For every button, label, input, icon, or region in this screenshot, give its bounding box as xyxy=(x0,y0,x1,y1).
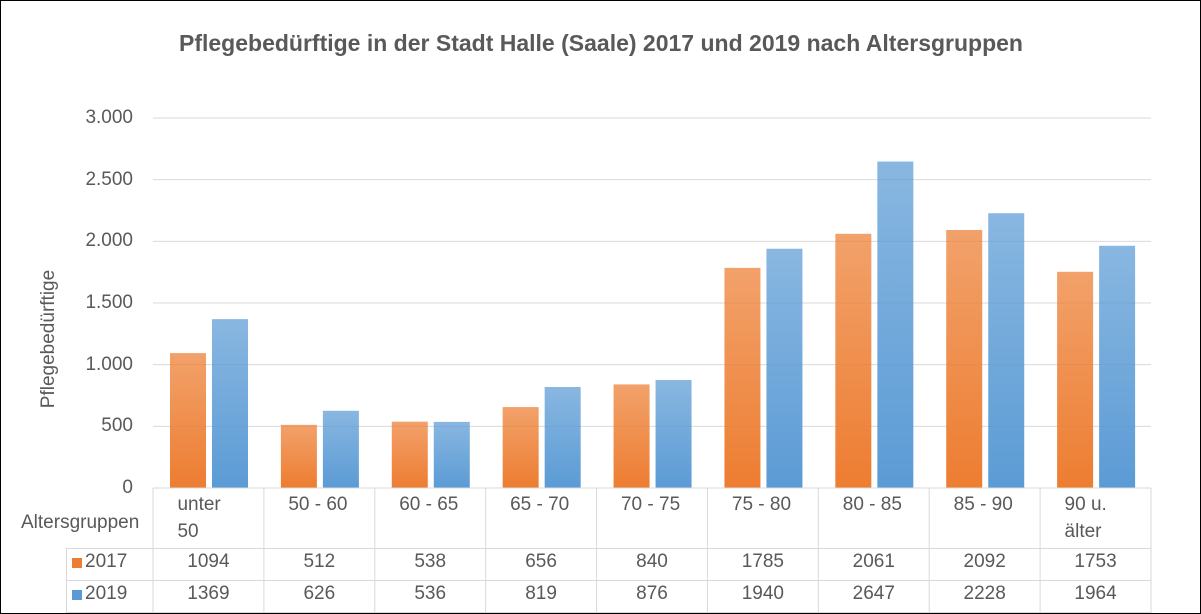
bar xyxy=(280,424,317,488)
x-tick-label-cell: 85 - 90 xyxy=(929,491,1040,518)
bar xyxy=(212,319,248,488)
x-tick-label: unter 50 xyxy=(177,494,221,542)
y-tick-label: 2.500 xyxy=(85,168,133,190)
bar xyxy=(1057,271,1094,488)
x-tick-label: 80 - 85 xyxy=(842,494,902,515)
legend-label: 2017 xyxy=(85,551,128,572)
x-axis-title: Altersgruppen xyxy=(21,512,140,533)
bar xyxy=(391,421,428,488)
y-tick-label: 1.000 xyxy=(85,353,133,375)
x-tick-label-cell: 65 - 70 xyxy=(486,491,597,518)
y-tick-label: 3.000 xyxy=(85,107,133,128)
chart-title: Pflegebedürftige in der Stadt Halle (Saa… xyxy=(179,30,1023,56)
table-value: 2092 xyxy=(963,551,1006,572)
table-value: 2647 xyxy=(852,583,895,604)
table-value: 1785 xyxy=(741,551,785,572)
bar xyxy=(170,353,206,488)
y-tick-label: 1.500 xyxy=(85,292,133,313)
table-value: 819 xyxy=(525,583,557,604)
y-tick-label: 0 xyxy=(122,477,133,498)
bar xyxy=(988,213,1025,489)
x-tick-label-cell: 75 - 80 xyxy=(707,491,818,518)
x-tick-label: 60 - 65 xyxy=(399,494,459,515)
x-tick-label: 75 - 80 xyxy=(731,494,792,515)
table-value: 536 xyxy=(414,583,447,604)
bar xyxy=(835,233,872,488)
bar xyxy=(766,248,803,488)
bar xyxy=(1099,245,1136,488)
x-tick-label: 50 - 60 xyxy=(288,494,348,515)
bar xyxy=(322,410,359,488)
table-value: 1753 xyxy=(1074,551,1117,572)
table-value: 1964 xyxy=(1074,583,1117,604)
bar xyxy=(946,229,983,488)
x-tick-label-cell: 70 - 75 xyxy=(597,491,708,518)
bar xyxy=(502,407,539,488)
x-tick-label-cell: 60 - 65 xyxy=(375,491,486,518)
legend-label: 2019 xyxy=(85,583,128,604)
table-value: 626 xyxy=(303,583,336,604)
table-value: 876 xyxy=(636,583,668,604)
table-value: 1094 xyxy=(187,551,230,572)
legend-key xyxy=(72,590,82,600)
y-axis-title: Pflegebedürftige xyxy=(38,269,59,409)
x-tick-label-cell: 90 u. älter xyxy=(1040,491,1151,545)
y-tick-label: 2.000 xyxy=(85,230,133,252)
table-value: 1940 xyxy=(741,583,785,604)
table-value: 840 xyxy=(636,551,668,572)
x-tick-label: 85 - 90 xyxy=(953,494,1013,515)
table-value: 2228 xyxy=(963,583,1006,604)
x-tick-label: 70 - 75 xyxy=(620,494,681,515)
table-value: 1369 xyxy=(187,583,230,604)
bar xyxy=(724,267,761,488)
table-value: 656 xyxy=(525,551,557,572)
table-value: 538 xyxy=(414,551,447,572)
bar xyxy=(877,161,914,488)
bar xyxy=(433,421,470,488)
table-value: 2061 xyxy=(852,551,895,572)
x-tick-label: 65 - 70 xyxy=(510,494,570,515)
x-tick-label-cell: unter 50 xyxy=(153,491,264,545)
bar xyxy=(613,384,650,488)
x-tick-label: 90 u. älter xyxy=(1064,494,1107,542)
legend-key xyxy=(72,558,82,568)
table-value: 512 xyxy=(303,551,336,572)
x-tick-label-cell: 50 - 60 xyxy=(264,491,375,518)
y-tick-label: 500 xyxy=(101,415,133,437)
bar xyxy=(655,379,692,488)
bar xyxy=(544,386,581,488)
x-tick-label-cell: 80 - 85 xyxy=(818,491,929,518)
